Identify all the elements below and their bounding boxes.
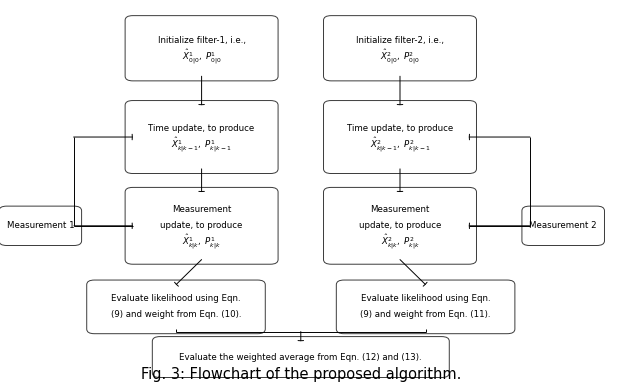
Text: Evaluate likelihood using Eqn.: Evaluate likelihood using Eqn. [361,294,490,303]
Text: Evaluate the weighted average from Eqn. (12) and (13).: Evaluate the weighted average from Eqn. … [179,352,422,362]
FancyBboxPatch shape [152,337,449,378]
Text: $\hat{X}^2_{k|k},\; P^2_{k|k}$: $\hat{X}^2_{k|k},\; P^2_{k|k}$ [381,233,419,251]
Text: Fig. 3: Flowchart of the proposed algorithm.: Fig. 3: Flowchart of the proposed algori… [141,367,461,382]
Text: $\hat{X}^2_{0|0},\; P^2_{0|0}$: $\hat{X}^2_{0|0},\; P^2_{0|0}$ [380,47,420,66]
Text: $\hat{X}^1_{k|k},\; P^1_{k|k}$: $\hat{X}^1_{k|k},\; P^1_{k|k}$ [182,233,221,251]
Text: Time update, to produce: Time update, to produce [148,124,255,134]
Text: $\hat{X}^1_{0|0},\; P^1_{0|0}$: $\hat{X}^1_{0|0},\; P^1_{0|0}$ [182,47,221,66]
Text: Time update, to produce: Time update, to produce [347,124,453,134]
Text: Measurement 1: Measurement 1 [6,221,74,230]
Text: Measurement 2: Measurement 2 [529,221,597,230]
FancyBboxPatch shape [323,100,476,174]
Text: (9) and weight from Eqn. (10).: (9) and weight from Eqn. (10). [111,310,241,320]
Text: $\hat{X}^2_{k|k-1},\; P^2_{k|k-1}$: $\hat{X}^2_{k|k-1},\; P^2_{k|k-1}$ [370,136,430,154]
FancyBboxPatch shape [323,15,476,81]
FancyBboxPatch shape [125,100,278,174]
Text: Measurement: Measurement [172,205,231,214]
Text: update, to produce: update, to produce [359,221,441,230]
Text: $\hat{X}^1_{k|k-1},\; P^1_{k|k-1}$: $\hat{X}^1_{k|k-1},\; P^1_{k|k-1}$ [172,136,232,154]
FancyBboxPatch shape [0,206,82,245]
Text: Initialize filter-2, i.e.,: Initialize filter-2, i.e., [356,36,444,45]
Text: Measurement: Measurement [371,205,429,214]
FancyBboxPatch shape [87,280,266,334]
FancyBboxPatch shape [125,188,278,264]
Text: (9) and weight from Eqn. (11).: (9) and weight from Eqn. (11). [360,310,491,320]
Text: Evaluate likelihood using Eqn.: Evaluate likelihood using Eqn. [111,294,241,303]
FancyBboxPatch shape [522,206,605,245]
FancyBboxPatch shape [337,280,515,334]
Text: Initialize filter-1, i.e.,: Initialize filter-1, i.e., [157,36,246,45]
FancyBboxPatch shape [323,188,476,264]
Text: update, to produce: update, to produce [161,221,243,230]
FancyBboxPatch shape [125,15,278,81]
